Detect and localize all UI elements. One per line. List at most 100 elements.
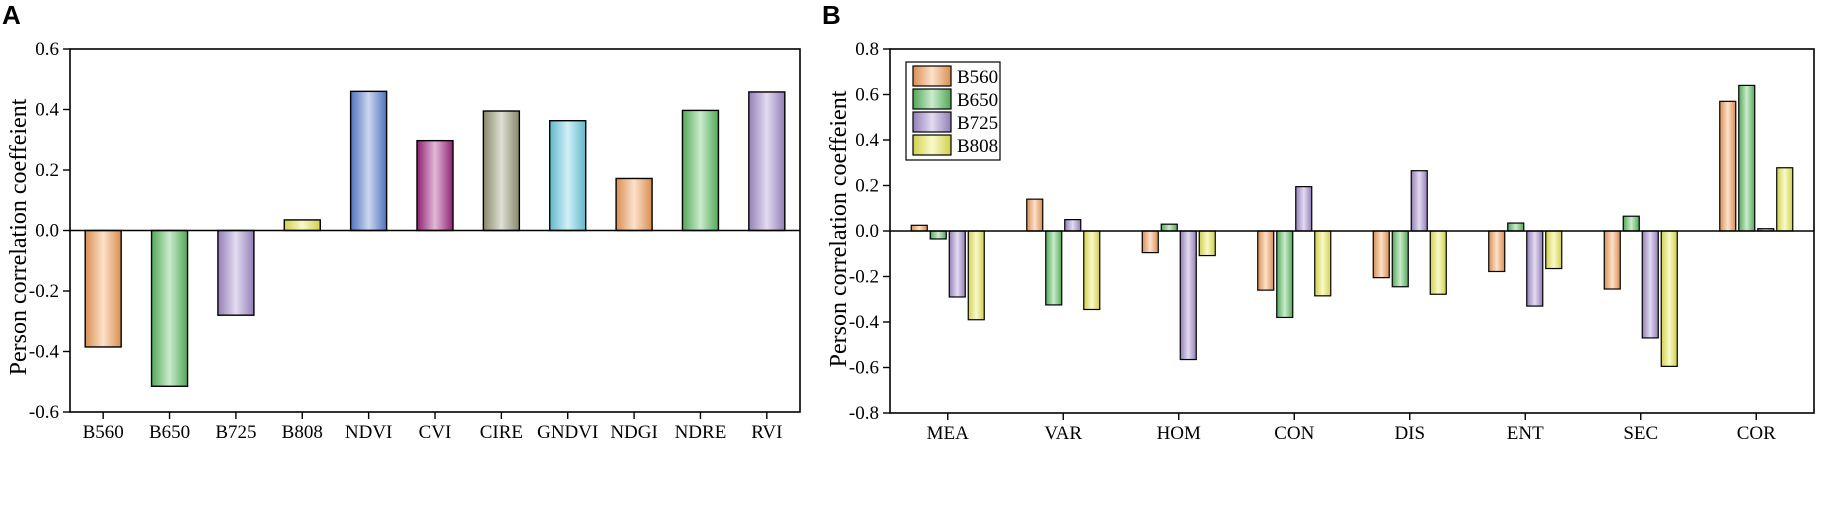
panel-a-y-axis-title: Person correlation coeffeient	[6, 98, 32, 375]
bar-var-b725	[1064, 219, 1082, 232]
bar-sec-b725	[1641, 230, 1659, 339]
bar-con-b808	[1314, 230, 1332, 297]
panel-a-bars	[84, 90, 786, 387]
b-x-tick-label-cor: COR	[1737, 423, 1776, 444]
bar-b725	[217, 229, 255, 316]
b-x-tick-label-dis: DIS	[1394, 423, 1425, 444]
bar-dis-b725	[1410, 170, 1428, 232]
bar-ent-b650	[1507, 222, 1525, 232]
b-y-tick-label: -0.6	[849, 358, 879, 379]
bar-ent-b560	[1488, 230, 1506, 273]
bar-hom-b725	[1179, 230, 1197, 361]
bar-cor-b560	[1719, 100, 1737, 232]
panel-a-letter: A	[2, 0, 21, 30]
b-x-tick-label-hom: HOM	[1157, 423, 1201, 444]
bar-cor-b808	[1776, 167, 1794, 232]
bar-b650	[150, 229, 189, 387]
bar-b808	[283, 219, 321, 232]
b-x-tick-label-var: VAR	[1044, 423, 1082, 444]
panel-b: B Person correlation coeffeient -0.8 -0.6…	[822, 0, 1815, 444]
bar-b560	[84, 229, 122, 348]
bar-mea-b650	[929, 230, 947, 240]
bar-dis-b560	[1372, 230, 1390, 279]
legend-entry-b808: B808	[912, 134, 998, 157]
b-y-tick-label: -0.8	[849, 403, 879, 424]
panel-a-y-ticks: -0.6 -0.4 -0.2 0.0 0.2 0.4 0.6	[29, 39, 70, 423]
bar-con-b560	[1257, 230, 1275, 291]
a-x-tick-label-b650: B650	[149, 422, 190, 443]
legend-label-b650: B650	[957, 90, 998, 111]
b-y-tick-label: 0.6	[855, 85, 879, 106]
bar-rvi	[748, 91, 786, 232]
a-x-tick-label-rvi: RVI	[751, 422, 782, 443]
b-y-tick-label: 0.2	[855, 176, 879, 197]
bar-mea-b725	[948, 230, 966, 298]
bar-ent-b725	[1526, 230, 1544, 307]
legend-label-b725: B725	[957, 113, 998, 134]
a-x-tick-label-ndgi: NDGI	[610, 422, 658, 443]
bar-cor-b650	[1738, 84, 1756, 232]
b-y-tick-label: 0.8	[855, 39, 879, 60]
a-y-tick-label: 0.0	[35, 221, 59, 242]
a-x-tick-label-cire: CIRE	[480, 422, 523, 443]
b-y-tick-label: -0.2	[849, 267, 879, 288]
bar-mea-b808	[967, 230, 985, 321]
panel-a: A Person correlation coeffeient -0.6 -0.4…	[2, 0, 801, 443]
b-y-tick-label: 0.0	[855, 221, 879, 242]
bar-hom-b650	[1160, 223, 1178, 232]
bar-var-b650	[1045, 230, 1063, 306]
bar-hom-b560	[1141, 230, 1159, 254]
bar-cvi	[416, 139, 454, 232]
panel-b-bars	[910, 84, 1794, 367]
bar-mea-b560	[910, 224, 928, 232]
bar-ent-b808	[1545, 230, 1563, 270]
bar-con-b650	[1276, 230, 1294, 319]
panel-b-legend: B560 B650 B725 B808	[905, 61, 1001, 161]
a-y-tick-label: -0.4	[29, 342, 60, 363]
bar-ndgi	[615, 177, 653, 232]
a-x-tick-label-b725: B725	[215, 422, 256, 443]
a-y-tick-label: 0.4	[35, 100, 59, 121]
legend-entry-b560: B560	[912, 65, 998, 88]
bar-sec-b650	[1622, 215, 1640, 232]
panel-a-x-ticks: B560 B650 B725 B808 NDVI CVI CIRE GNDVI NDGI NDRE…	[83, 412, 782, 443]
legend-swatch-b725	[912, 111, 952, 133]
a-y-tick-label: 0.6	[35, 39, 59, 60]
a-x-tick-label-b808: B808	[282, 422, 323, 443]
legend-entry-b725: B725	[912, 111, 998, 134]
b-x-tick-label-con: CON	[1274, 423, 1314, 444]
a-y-tick-label: 0.2	[35, 160, 59, 181]
a-x-tick-label-b560: B560	[83, 422, 124, 443]
bar-con-b725	[1295, 186, 1313, 232]
a-y-tick-label: -0.6	[29, 402, 59, 423]
bar-dis-b650	[1391, 230, 1409, 288]
b-y-tick-label: -0.4	[849, 312, 880, 333]
bar-gndvi	[549, 119, 587, 232]
b-x-tick-label-ent: ENT	[1507, 423, 1544, 444]
b-x-tick-label-mea: MEA	[927, 423, 970, 444]
legend-swatch-b560	[912, 65, 952, 87]
legend-swatch-b808	[912, 134, 952, 156]
legend-entry-b650: B650	[912, 88, 998, 111]
a-x-tick-label-ndvi: NDVI	[345, 422, 393, 443]
panel-b-x-ticks: MEA VAR HOM CON DIS ENT SEC COR	[927, 413, 1776, 444]
legend-label-b808: B808	[957, 136, 998, 157]
a-x-tick-label-cvi: CVI	[419, 422, 452, 443]
a-x-tick-label-gndvi: GNDVI	[537, 422, 598, 443]
panel-b-letter: B	[822, 0, 841, 30]
bar-sec-b560	[1603, 230, 1621, 290]
b-x-tick-label-sec: SEC	[1623, 423, 1658, 444]
panel-b-y-axis-title: Person correlation coeffeient	[826, 90, 852, 367]
bar-ndre	[681, 109, 720, 232]
a-x-tick-label-ndre: NDRE	[675, 422, 727, 443]
bar-var-b808	[1083, 230, 1101, 311]
bar-cire	[482, 110, 521, 232]
bar-ndvi	[349, 90, 388, 232]
a-y-tick-label: -0.2	[29, 281, 59, 302]
bar-var-b560	[1026, 198, 1044, 232]
bar-dis-b808	[1429, 230, 1447, 295]
bar-hom-b808	[1198, 230, 1216, 257]
b-y-tick-label: 0.4	[855, 130, 879, 151]
bar-sec-b808	[1660, 230, 1678, 367]
